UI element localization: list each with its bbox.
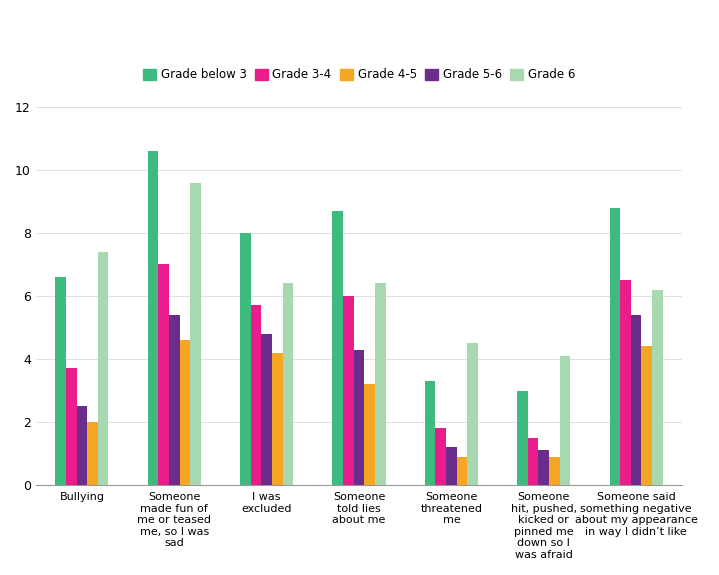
Bar (77, 407, 87, 485)
Bar (610, 208, 620, 485)
Bar (180, 340, 191, 485)
Bar (528, 438, 539, 485)
Bar (457, 457, 467, 485)
Bar (436, 428, 446, 485)
Bar (467, 343, 478, 485)
Bar (87, 422, 98, 485)
Bar (446, 447, 457, 485)
Bar (354, 350, 365, 485)
Bar (539, 450, 549, 485)
Bar (158, 264, 169, 485)
Bar (365, 384, 375, 485)
Bar (343, 296, 354, 485)
Bar (262, 334, 272, 485)
Bar (55, 277, 66, 485)
Legend: Grade below 3, Grade 3-4, Grade 4-5, Grade 5-6, Grade 6: Grade below 3, Grade 3-4, Grade 4-5, Gra… (138, 64, 580, 86)
Bar (517, 390, 528, 485)
Bar (147, 151, 158, 485)
Bar (272, 352, 283, 485)
Bar (375, 283, 385, 485)
Bar (251, 305, 262, 485)
Bar (652, 290, 663, 485)
Bar (620, 280, 631, 485)
Bar (549, 457, 559, 485)
Bar (559, 356, 570, 485)
Bar (169, 315, 180, 485)
Bar (98, 252, 109, 485)
Bar (641, 346, 652, 485)
Bar (240, 233, 251, 485)
Bar (191, 182, 201, 485)
Bar (66, 369, 77, 485)
Bar (425, 381, 436, 485)
Bar (332, 211, 343, 485)
Bar (283, 283, 293, 485)
Bar (631, 315, 641, 485)
